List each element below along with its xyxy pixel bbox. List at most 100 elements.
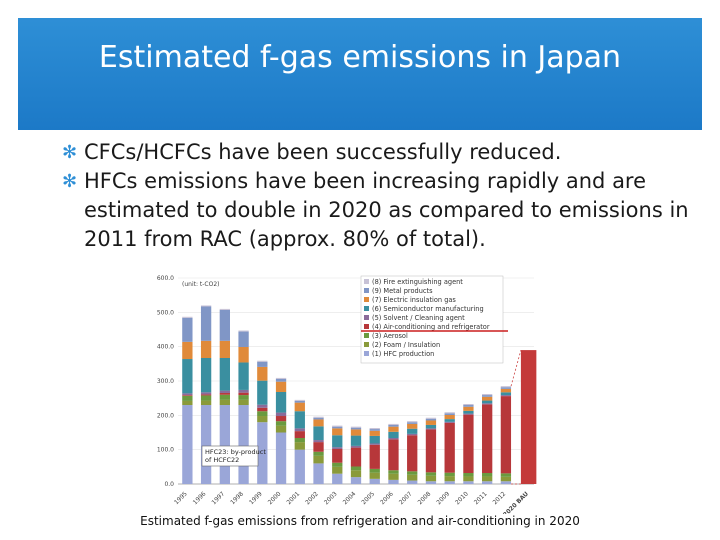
bar-segment [369,429,380,431]
bar-segment [350,435,362,446]
bar-segment [332,425,343,427]
bar-segment [238,330,249,332]
bar-segment [407,422,418,424]
bar-segment [350,445,362,448]
annotation-text: HFC23: by-product [205,448,266,456]
bar-segment [425,417,437,419]
bar-segment [350,427,362,430]
bar-segment [407,480,418,484]
bar-segment [219,308,230,310]
legend-entry: (3) Aerosol [372,332,408,340]
y-tick-label: 0.0 [164,481,174,488]
bar-segment [425,472,437,476]
bar-segment [463,473,474,477]
bar-segment [350,470,362,478]
bar-segment [444,481,455,484]
legend-entry: (8) Fire extinguishing agent [372,278,463,286]
bar-segment [294,400,305,403]
bar-segment [238,331,249,348]
legend-entry: (9) Metal products [372,287,433,295]
legend-swatch [364,306,369,311]
asterisk-bullet-icon: ✻ [62,171,78,192]
figure-caption: Estimated f-gas emissions from refrigera… [140,514,580,528]
bar-segment [275,412,287,417]
bar-segment [388,431,399,438]
bar-segment [463,406,474,411]
legend-entry: (7) Electric insulation gas [372,296,456,304]
bar-segment [182,316,193,318]
bar-segment [407,474,418,481]
bar-segment [200,395,212,401]
bar-segment [369,472,380,479]
bar-segment [313,440,324,443]
bar-segment [294,402,305,412]
bar-segment [482,400,493,404]
y-tick-label: 400.0 [157,344,174,351]
bar-segment [219,357,230,391]
bar-segment [313,463,324,484]
bar-segment [369,478,380,484]
bar-segment [275,377,287,379]
bar-segment [257,360,268,362]
bar-segment [219,340,230,358]
bar-segment [200,340,212,358]
bar-segment [482,403,493,405]
bar-segment [238,389,249,393]
bar-segment [238,405,249,484]
bar-segment [200,394,212,396]
bar-segment [294,442,305,450]
bar-segment [313,417,324,420]
legend-swatch [364,333,369,338]
bar-segment [482,481,493,484]
bar-segment [463,414,474,474]
title-banner [18,18,702,130]
bar-segment [332,466,343,474]
bar-segment [238,362,249,390]
bar-segment [332,426,343,429]
bar-segment [425,424,437,429]
bar-segment [200,306,212,341]
bar-segment [444,422,455,473]
bar-segment [219,390,230,394]
bar-segment [294,431,305,438]
bar-segment [332,447,343,449]
bar-segment [219,405,230,484]
bar-segment [500,476,512,482]
bar-segment [444,472,455,477]
legend-swatch [364,288,369,293]
bar-segment [444,421,455,423]
bar-segment [350,429,362,436]
bar-segment [182,400,193,406]
bar-segment [332,448,343,463]
bar-segment [275,425,287,433]
legend-box [360,275,504,364]
bar-segment [275,381,287,392]
bar-segment [388,437,399,440]
bar-segment [313,451,324,456]
legend-swatch [364,315,369,320]
bar-segment [257,361,268,367]
bar-segment [463,404,474,406]
y-tick-label: 600.0 [157,275,174,282]
bar-segment [425,475,437,482]
bar-segment [350,477,362,484]
bar-segment [275,432,287,484]
bar-segment [444,414,455,420]
y-tick-label: 300.0 [157,378,174,385]
bar-segment [388,439,399,471]
bar-segment [500,392,512,396]
bar-segment [388,424,399,427]
bar-segment [219,309,230,341]
bar-segment [182,341,193,360]
bar-segment [369,435,380,444]
bar-segment [482,395,493,397]
bar-segment [257,411,268,417]
bar-segment [407,423,418,429]
bar-segment [425,481,437,484]
bar-segment [238,395,249,400]
bar-segment [238,399,249,406]
bar-segment [313,419,324,427]
legend-swatch [364,342,369,347]
bar-segment [332,428,343,436]
